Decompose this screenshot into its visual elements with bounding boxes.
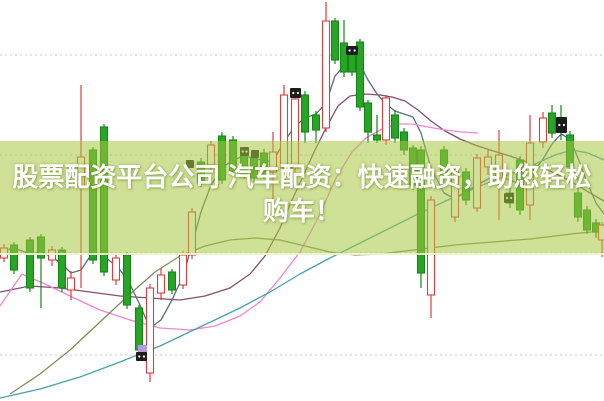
promo-banner: 股票配资平台公司 汽车配资：快速融资，助您轻松 购车！	[0, 141, 604, 255]
promo-banner-title-line1: 股票配资平台公司 汽车配资：快速融资，助您轻松	[12, 162, 592, 192]
promo-banner-title-line2: 购车！	[262, 196, 341, 227]
